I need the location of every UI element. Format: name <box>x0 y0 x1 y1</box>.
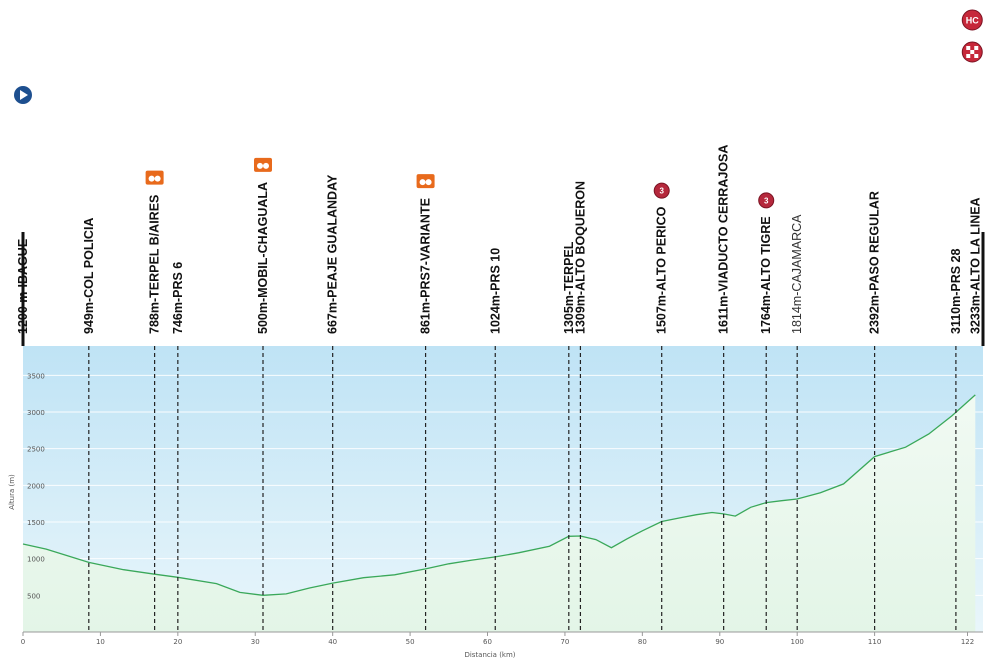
x-tick-label: 100 <box>791 638 804 646</box>
x-tick-label: 40 <box>328 638 337 646</box>
x-tick-label: 70 <box>560 638 569 646</box>
climb-cat3-icon: 3 <box>653 182 670 199</box>
waypoint-label: 2392m-PASO REGULAR <box>868 191 882 334</box>
y-tick-label: 500 <box>27 592 40 600</box>
finish-icon-check <box>974 46 979 50</box>
climb-cat3-disc <box>758 192 775 209</box>
y-axis-title: Altura (m) <box>8 474 16 510</box>
y-tick-label: 1500 <box>27 519 45 527</box>
x-tick-label: 10 <box>96 638 105 646</box>
waypoint-label: 861m-PRS7-VARIANTE <box>419 198 433 334</box>
y-tick-label: 1000 <box>27 556 45 564</box>
finish-icon-check <box>966 54 971 58</box>
waypoint-label: 1764m-ALTO TIGRE <box>759 216 773 334</box>
waypoint-label: 1024m-PRS 10 <box>488 248 502 334</box>
x-tick-label: 0 <box>21 638 25 646</box>
finish-icon-check <box>974 54 979 58</box>
waypoint-label: 746m-PRS 6 <box>171 262 185 334</box>
waypoint-label: 1309m-ALTO BOQUERON <box>573 181 587 334</box>
y-tick-label: 3000 <box>27 409 45 417</box>
feed-zone-badge <box>254 157 272 172</box>
start-icon-arrow <box>20 90 28 100</box>
climb-hc-text: HC <box>966 16 979 26</box>
waypoint-label: 667m-PEAJE GUALANDAY <box>326 174 340 334</box>
finish-icon-check <box>966 46 971 50</box>
waypoint-labels: 1200 m-IBAGUE 949m-COL POLICIA 788m-TERPEL… <box>16 145 982 334</box>
x-tick-label: 80 <box>638 638 647 646</box>
x-tick-label: 122 <box>961 638 974 646</box>
axis-ticks: 500 1000 1500 2000 2500 3000 3500 0 10 20 30 40 50 60… <box>21 372 974 646</box>
waypoint-dividers <box>88 346 957 632</box>
feed-zone-icon <box>254 157 272 172</box>
start-icon <box>14 86 32 104</box>
climb-hc-icon: HC <box>961 9 983 31</box>
waypoint-label: 1611m-VIADUCTO CERRAJOSA <box>717 145 731 334</box>
waypoint-label: 788m-TERPEL B/AIRES <box>148 195 162 334</box>
feed-zone-glyph <box>257 162 263 169</box>
finish-icon-check <box>970 50 975 54</box>
waypoint-label: 3233m-ALTO LA LINEA <box>968 197 982 334</box>
waypoint-label: 500m-MOBIL-CHAGUALA <box>256 182 270 334</box>
waypoint-label: 1305m-TERPEL <box>562 241 576 334</box>
waypoint-label: 949m-COL POLICIA <box>82 218 96 334</box>
y-tick-label: 2500 <box>27 446 45 454</box>
waypoint-markers: 3 3 HC <box>14 9 983 209</box>
waypoint-label: 1507m-ALTO PERICO <box>655 206 669 334</box>
x-tick-label: 60 <box>483 638 492 646</box>
y-tick-label: 2000 <box>27 482 45 490</box>
feed-zone-glyph <box>263 162 269 169</box>
x-tick-label: 20 <box>173 638 182 646</box>
feed-zone-icon <box>145 170 164 185</box>
x-axis-title: Distancia (km) <box>464 651 515 659</box>
profile-ground-fill <box>23 394 976 632</box>
waypoint-label: 1814m-CAJAMARCA <box>790 214 804 334</box>
feed-zone-icon <box>416 174 435 189</box>
feed-zone-badge <box>145 170 164 185</box>
feed-zone-glyph <box>425 179 432 186</box>
x-tick-label: 90 <box>715 638 724 646</box>
finish-icon <box>961 41 983 63</box>
climb-cat3-text: 3 <box>659 187 664 196</box>
y-tick-label: 3500 <box>27 372 45 380</box>
feed-zone-glyph <box>419 179 426 186</box>
x-tick-label: 110 <box>868 638 881 646</box>
climb-cat3-disc <box>653 182 670 199</box>
feed-zone-badge <box>416 174 435 189</box>
waypoint-label: 1200 m-IBAGUE <box>16 239 30 334</box>
waypoint-label: 3110m-PRS 28 <box>949 248 963 334</box>
feed-zone-glyph <box>148 175 155 182</box>
climb-hc-disc <box>961 9 983 31</box>
feed-zone-glyph <box>154 175 161 182</box>
x-tick-label: 50 <box>406 638 415 646</box>
x-tick-label: 30 <box>251 638 260 646</box>
climb-cat3-text: 3 <box>764 196 769 205</box>
climb-cat3-icon: 3 <box>758 192 775 209</box>
